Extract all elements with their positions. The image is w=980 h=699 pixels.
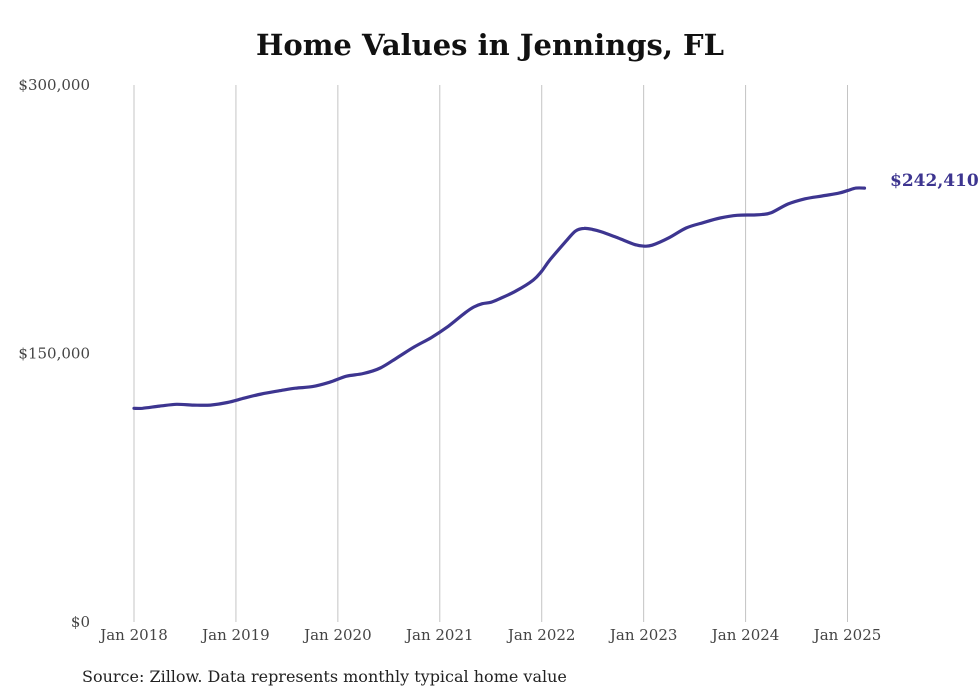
x-tick-label: Jan 2024: [710, 626, 780, 644]
y-tick-label: $150,000: [18, 345, 90, 363]
x-tick-label: Jan 2020: [302, 626, 372, 644]
x-tick-label: Jan 2018: [98, 626, 168, 644]
chart-source-note: Source: Zillow. Data represents monthly …: [82, 667, 567, 686]
x-tick-label: Jan 2025: [812, 626, 882, 644]
gridlines: [133, 85, 849, 622]
x-tick-label: Jan 2023: [608, 626, 678, 644]
x-axis-ticks: Jan 2018 Jan 2019 Jan 2020 Jan 2021 Jan 2022…: [98, 626, 881, 644]
y-tick-label: $300,000: [18, 76, 90, 94]
y-tick-label: $0: [71, 613, 90, 631]
x-tick-label: Jan 2022: [506, 626, 576, 644]
chart-title: Home Values in Jennings, FL: [256, 28, 724, 62]
end-value-label: $242,410: [890, 171, 979, 191]
y-axis-ticks: $300,000 $150,000 $0: [18, 76, 90, 631]
x-tick-label: Jan 2019: [200, 626, 270, 644]
home-value-series-line: [132, 186, 867, 411]
x-tick-label: Jan 2021: [404, 626, 474, 644]
